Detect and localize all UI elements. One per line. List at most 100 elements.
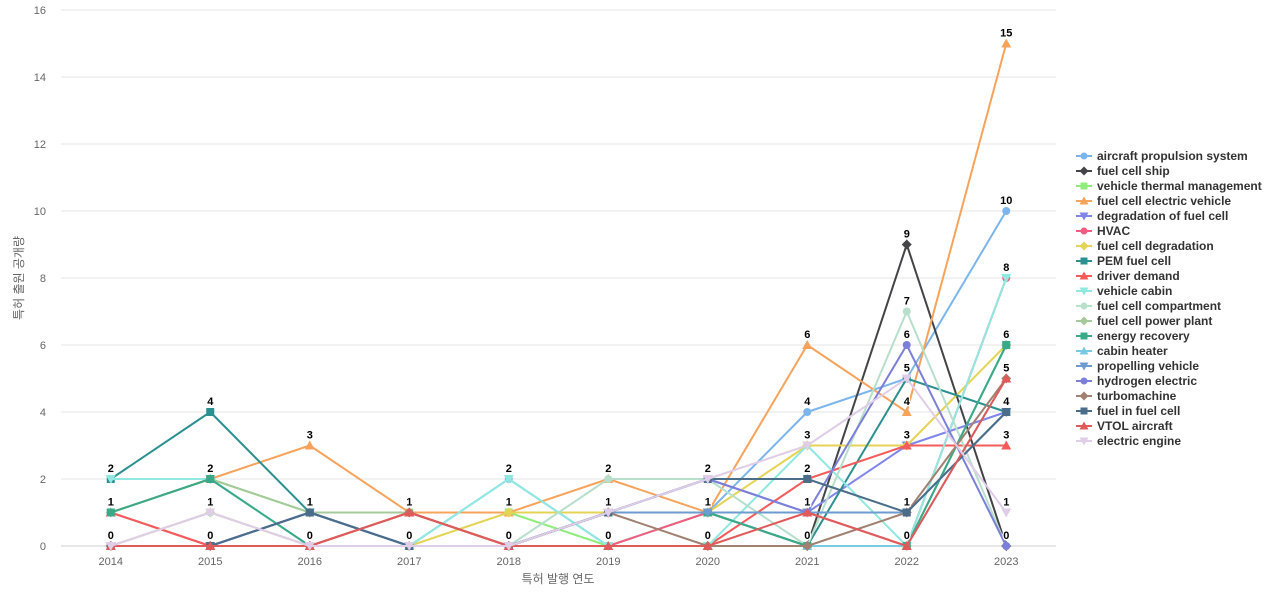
legend-item[interactable]: vehicle cabin	[1076, 284, 1172, 298]
legend-marker	[1080, 152, 1088, 160]
data-label: 1	[108, 497, 114, 509]
data-label: 0	[307, 530, 313, 542]
data-point[interactable]	[803, 408, 812, 416]
data-point[interactable]	[604, 475, 613, 483]
legend-item[interactable]: driver demand	[1076, 269, 1180, 283]
data-point[interactable]	[702, 508, 713, 518]
legend-item[interactable]: HVAC	[1076, 224, 1130, 238]
data-point[interactable]	[603, 541, 614, 550]
data-point[interactable]	[901, 541, 912, 550]
data-point[interactable]	[503, 542, 514, 551]
legend-marker	[1080, 257, 1088, 265]
data-point[interactable]	[802, 340, 813, 349]
legend-item[interactable]: cabin heater	[1076, 344, 1168, 358]
legend-item[interactable]: energy recovery	[1076, 329, 1190, 343]
data-point[interactable]	[603, 508, 614, 518]
data-point[interactable]	[105, 542, 116, 551]
data-point[interactable]	[404, 507, 415, 517]
data-point[interactable]	[902, 508, 911, 517]
legend-item[interactable]: fuel cell power plant	[1076, 314, 1212, 328]
data-label: 3	[804, 430, 810, 442]
data-point[interactable]	[1001, 508, 1012, 518]
legend-item[interactable]: electric engine	[1076, 434, 1181, 448]
legend-item[interactable]: PEM fuel cell	[1076, 254, 1171, 268]
legend-item[interactable]: fuel cell ship	[1076, 164, 1170, 178]
legend-label: driver demand	[1097, 269, 1180, 283]
legend-item[interactable]: propelling vehicle	[1076, 359, 1199, 373]
legend-item[interactable]: vehicle thermal management	[1076, 179, 1262, 193]
data-point[interactable]	[1002, 408, 1011, 416]
data-point[interactable]	[702, 475, 713, 484]
legend-marker	[1080, 182, 1088, 190]
data-point[interactable]	[503, 475, 514, 484]
data-label: 4	[804, 396, 811, 408]
grid-lines	[61, 9, 1056, 480]
legend-marker	[1079, 271, 1089, 280]
legend-item[interactable]: aircraft propulsion system	[1076, 149, 1248, 163]
data-point[interactable]	[205, 508, 216, 518]
data-point[interactable]	[1001, 274, 1012, 283]
data-point[interactable]	[106, 508, 115, 517]
data-point[interactable]	[902, 341, 911, 349]
legend-item[interactable]: fuel in fuel cell	[1076, 404, 1180, 418]
legend-label: vehicle thermal management	[1097, 179, 1262, 193]
legend-item[interactable]: fuel cell compartment	[1076, 299, 1221, 313]
legend-marker	[1079, 346, 1089, 355]
legend-item[interactable]: hydrogen electric	[1076, 374, 1197, 388]
data-point[interactable]	[205, 541, 216, 550]
data-point[interactable]	[901, 440, 912, 450]
data-point[interactable]	[802, 441, 813, 451]
data-point[interactable]	[1001, 373, 1012, 383]
data-point[interactable]	[803, 475, 812, 483]
legend-item[interactable]: VTOL aircraft	[1076, 419, 1173, 433]
series-aircraft-propulsion-system[interactable]	[106, 207, 1011, 550]
legend-marker	[1080, 377, 1088, 385]
x-tick-label: 2022	[895, 556, 919, 568]
data-point[interactable]	[901, 407, 912, 416]
data-label: 2	[207, 463, 213, 475]
legend-label: degradation of fuel cell	[1097, 209, 1228, 223]
series-fuel-cell-degradation[interactable]	[105, 340, 1012, 551]
data-label: 4	[904, 396, 911, 408]
y-tick-label: 14	[34, 72, 46, 84]
data-point[interactable]	[702, 541, 713, 550]
data-point[interactable]	[802, 507, 813, 517]
data-point[interactable]	[902, 307, 911, 316]
data-point[interactable]	[304, 542, 315, 551]
legend-item[interactable]: turbomachine	[1076, 389, 1177, 403]
x-tick-label: 2017	[397, 556, 421, 568]
legend-marker	[1079, 196, 1089, 205]
legend-item[interactable]: fuel cell electric vehicle	[1076, 194, 1231, 208]
data-point[interactable]	[206, 475, 215, 483]
data-label: 0	[506, 530, 512, 542]
data-point[interactable]	[1002, 341, 1011, 349]
x-tick-label: 2021	[795, 556, 819, 568]
legend-label: fuel cell ship	[1097, 164, 1170, 178]
data-label: 0	[904, 530, 910, 542]
legend-item[interactable]: degradation of fuel cell	[1076, 209, 1228, 223]
data-label: 1	[705, 497, 711, 509]
data-point[interactable]	[802, 541, 813, 551]
data-point[interactable]	[404, 542, 415, 551]
data-point[interactable]	[304, 440, 315, 450]
data-point[interactable]	[1002, 207, 1011, 215]
series-electric-engine[interactable]	[105, 374, 1012, 552]
data-label: 1	[506, 497, 512, 509]
data-point[interactable]	[901, 374, 912, 384]
data-point[interactable]	[503, 507, 514, 518]
data-point[interactable]	[1001, 440, 1012, 450]
data-point[interactable]	[105, 475, 116, 484]
data-point[interactable]	[206, 408, 215, 416]
series-vtol-aircraft[interactable]	[105, 373, 1012, 551]
y-tick-label: 10	[34, 206, 46, 218]
y-tick-label: 4	[40, 407, 46, 419]
legend-label: fuel cell degradation	[1097, 239, 1214, 253]
series-fuel-cell-ship[interactable]	[105, 239, 1012, 552]
data-point[interactable]	[1001, 38, 1012, 48]
legend-label: energy recovery	[1097, 329, 1190, 343]
legend-marker	[1080, 332, 1088, 340]
data-point[interactable]	[901, 239, 912, 250]
data-point[interactable]	[305, 508, 314, 517]
legend-item[interactable]: fuel cell degradation	[1076, 239, 1214, 253]
data-point[interactable]	[1002, 542, 1011, 550]
